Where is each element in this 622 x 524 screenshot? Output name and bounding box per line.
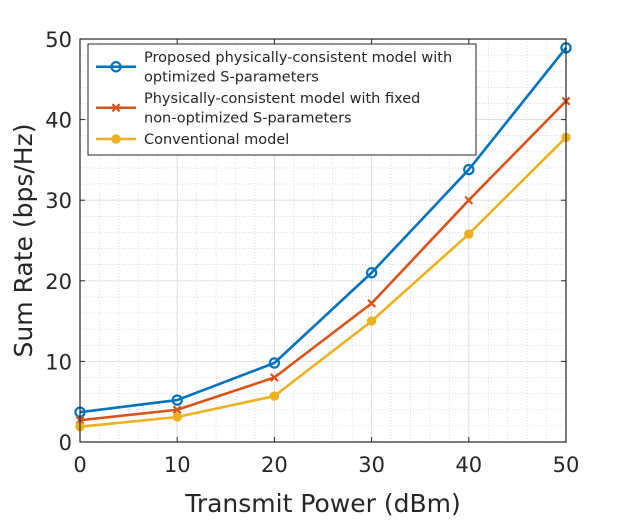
x-tick-label: 40 [455,453,482,477]
series-3-point [172,412,182,422]
legend-label: Proposed physically-consistent model wit… [144,50,452,66]
series-3-point [366,316,377,326]
x-tick-label: 20 [261,453,288,477]
x-tick-label: 50 [553,453,580,477]
x-axis-label: Transmit Power (dBm) [184,489,461,518]
series-1-point [365,267,378,279]
x-tick-label: 10 [164,453,191,477]
series-1-line [79,47,568,414]
legend-label: Conventional model [144,132,289,148]
series-2 [75,96,571,425]
y-tick-label: 10 [45,350,72,374]
series-2-point [270,373,279,382]
x-tick-label: 0 [73,453,86,477]
series-3-point [464,229,474,239]
y-tick-label: 50 [45,28,72,52]
series-2-line [79,100,567,422]
series-3-line [79,136,567,428]
series-1-point [171,394,183,406]
series-layer [74,42,572,432]
legend-entry-1: Proposed physically-consistent model wit… [96,50,452,86]
y-tick-label: 20 [45,270,72,294]
x-tick-label: 30 [358,453,385,477]
axes-box [79,38,567,443]
legend-swatch-marker [111,103,121,113]
legend-label: non-optimized S-parameters [144,111,352,127]
x-tick-labels: 0 10 20 30 40 50 [73,453,579,477]
axes-frame [79,38,567,443]
y-tick-label: 30 [45,189,72,213]
legend-swatch-marker [110,61,122,73]
legend-entry-3: Conventional model [96,132,289,148]
legend-entry-2: Physically-consistent model with fixed no… [96,91,420,127]
series-1-point [463,163,475,176]
y-tick-label: 0 [59,431,72,455]
y-tick-label: 40 [45,109,72,133]
legend-swatch-marker [111,134,121,144]
y-axis-label: Sum Rate (bps/Hz) [9,124,38,358]
series-3-point [269,391,280,401]
series-1-point [268,357,281,369]
legend-label: optimized S-parameters [144,70,319,86]
y-tick-labels: 0 10 20 30 40 50 [45,28,72,455]
legend-label: Physically-consistent model with fixed [144,91,420,107]
series-2-point [367,298,376,308]
legend-box [87,43,477,156]
series-2-point [464,195,474,205]
series-2-point [172,405,182,415]
legend: Proposed physically-consistent model wit… [87,43,477,156]
